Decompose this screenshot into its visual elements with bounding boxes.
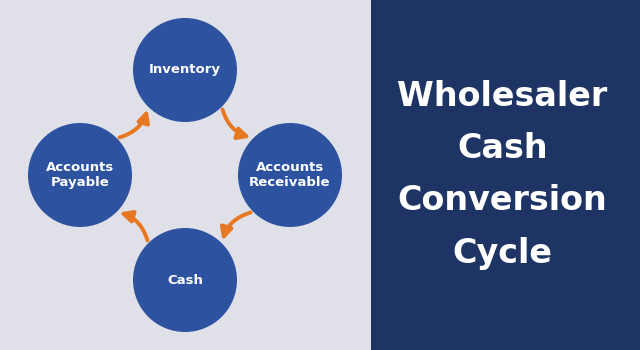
Text: Inventory: Inventory xyxy=(149,63,221,77)
Text: Wholesaler: Wholesaler xyxy=(397,80,607,113)
Text: Cycle: Cycle xyxy=(452,237,552,270)
FancyArrowPatch shape xyxy=(120,114,148,138)
Text: Cash: Cash xyxy=(457,133,548,166)
Text: Accounts
Receivable: Accounts Receivable xyxy=(249,161,331,189)
Text: Cash: Cash xyxy=(167,273,203,287)
Text: Conversion: Conversion xyxy=(397,184,607,217)
Bar xyxy=(371,0,640,350)
Circle shape xyxy=(133,228,237,332)
FancyArrowPatch shape xyxy=(124,212,147,240)
Bar xyxy=(0,0,371,350)
Circle shape xyxy=(238,123,342,227)
FancyArrowPatch shape xyxy=(223,110,246,138)
FancyArrowPatch shape xyxy=(222,212,250,236)
Text: Accounts
Payable: Accounts Payable xyxy=(46,161,114,189)
Circle shape xyxy=(28,123,132,227)
Circle shape xyxy=(133,18,237,122)
